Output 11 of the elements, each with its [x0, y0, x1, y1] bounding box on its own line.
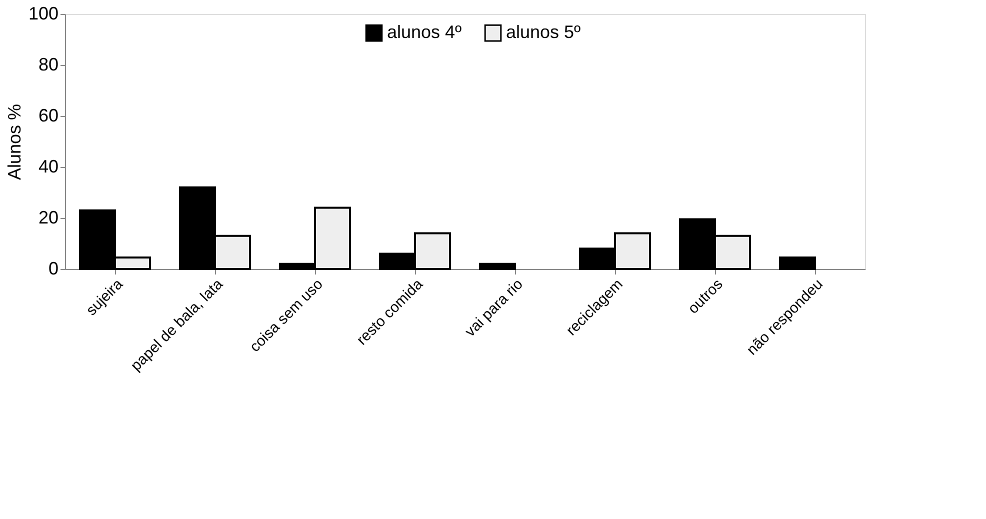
y-tick-label: 40: [38, 156, 58, 176]
legend-label: alunos 4º: [387, 22, 462, 42]
y-axis-title: Alunos %: [4, 104, 24, 180]
y-tick-label: 0: [48, 258, 58, 278]
bar: [479, 262, 516, 270]
y-tick-label: 80: [38, 54, 58, 74]
y-tick-label: 20: [38, 208, 58, 228]
bar: [779, 256, 816, 270]
y-tick-label: 60: [38, 106, 58, 126]
legend-label: alunos 5º: [506, 22, 582, 42]
y-tick-label: 100: [28, 4, 58, 24]
